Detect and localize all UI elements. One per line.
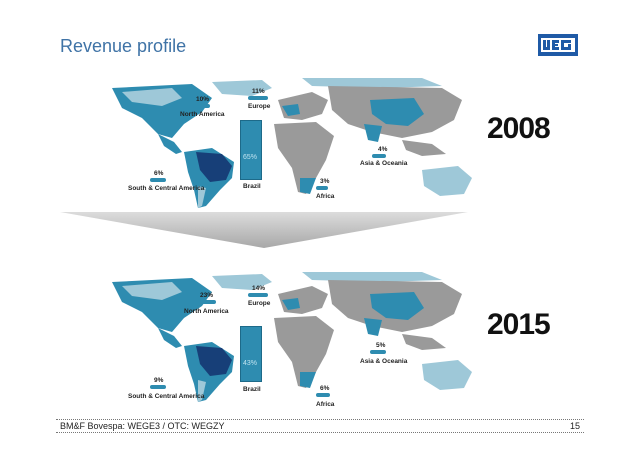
north-america-pct-2015: 23%: [200, 292, 214, 299]
europe-bar-2008: [248, 96, 268, 100]
brazil-label-2015: Brazil: [243, 386, 261, 393]
page-number: 15: [569, 421, 580, 431]
asia-oceania-label-2015: Asia & Oceania: [360, 358, 408, 365]
south-central-america-bar-2008: [150, 178, 166, 182]
brazil-pct-2008: 65%: [243, 154, 258, 161]
africa-label-2015: Africa: [316, 401, 335, 408]
year-label-2015: 2015: [487, 308, 551, 341]
asia-oceania-pct-2015: 5%: [376, 342, 386, 349]
europe-pct-2008: 11%: [252, 88, 265, 95]
europe-bar-2015: [248, 293, 268, 297]
world-map-2015: [102, 272, 498, 404]
north-america-bar-2015: [196, 300, 216, 304]
europe-label-2015: Europe: [248, 300, 271, 307]
footer-ticker-text: BM&F Bovespa: WEGE3 / OTC: WEGZY: [60, 421, 225, 431]
north-america-label-2015: North America: [184, 308, 229, 315]
world-map-2008: [102, 78, 498, 210]
north-america-label-2008: North America: [180, 111, 225, 118]
europe-label-2008: Europe: [248, 103, 271, 110]
brazil-bar-2015: [240, 326, 262, 382]
slide-title: Revenue profile: [60, 36, 187, 56]
asia-oceania-label-2008: Asia & Oceania: [360, 160, 408, 167]
north-america-bar-2008: [192, 104, 210, 108]
down-arrow: [60, 212, 468, 248]
asia-oceania-bar-2015: [370, 350, 386, 354]
brazil-bar-2008: [240, 120, 262, 180]
africa-pct-2008: 3%: [320, 178, 330, 185]
brazil-label-2008: Brazil: [243, 183, 261, 190]
africa-bar-2015: [316, 393, 330, 397]
brazil-pct-2015: 43%: [243, 360, 258, 367]
year-label-2008: 2008: [487, 112, 551, 145]
asia-oceania-bar-2008: [372, 154, 386, 158]
africa-label-2008: Africa: [316, 193, 335, 200]
north-america-pct-2008: 10%: [196, 96, 210, 103]
asia-oceania-pct-2008: 4%: [378, 146, 388, 153]
south-central-america-pct-2015: 9%: [154, 377, 164, 384]
south-central-america-bar-2015: [150, 385, 166, 389]
weg-logo: [538, 34, 578, 56]
footer-bar: BM&F Bovespa: WEGE3 / OTC: WEGZY 15: [56, 419, 584, 433]
africa-pct-2015: 6%: [320, 385, 330, 392]
south-central-america-label-2015: South & Central America: [128, 393, 205, 400]
africa-bar-2008: [316, 186, 328, 190]
south-central-america-pct-2008: 6%: [154, 170, 164, 177]
south-central-america-label-2008: South & Central America: [128, 185, 205, 192]
europe-pct-2015: 14%: [252, 285, 266, 292]
